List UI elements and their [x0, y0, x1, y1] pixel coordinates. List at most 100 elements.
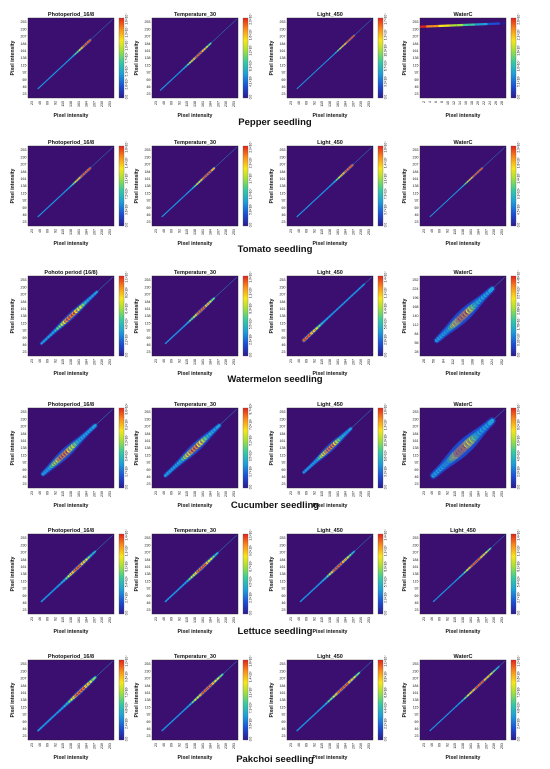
colorbar-tick-label: 2.9×10³ [383, 592, 387, 603]
x-tick-label: 92 [312, 743, 316, 747]
y-tick-label: 46 [282, 475, 286, 479]
panel-title: Light_450 [317, 12, 343, 18]
y-tick-label: 161 [21, 307, 27, 311]
colorbar-tick-label: 2.8×10³ [383, 334, 387, 345]
y-tick-label: 46 [415, 85, 419, 89]
y-tick-label: 84 [415, 332, 419, 336]
colorbar-tick-label: 6.0×10³ [516, 435, 520, 446]
x-tick-label: 138 [69, 743, 73, 749]
colorbar-tick-label: 8.0×10³ [124, 287, 128, 298]
y-axis-label: Pixel intensity [134, 298, 140, 333]
y-tick-label: 115 [21, 321, 27, 325]
y-tick-label: 138 [21, 184, 27, 188]
y-tick-label: 207 [21, 425, 27, 429]
x-tick-label: 207 [351, 101, 355, 107]
x-tick-label: 10 [446, 101, 450, 105]
x-tick-label: 23 [289, 229, 293, 233]
y-tick-label: 92 [282, 71, 286, 75]
colorbar-tick-label: 9.6×10³ [516, 671, 520, 682]
density-band [296, 19, 372, 90]
plot-frame [419, 533, 507, 615]
y-tick-label: 184 [145, 558, 151, 562]
colorbar-tick-label: 5.4×10³ [516, 576, 520, 587]
x-tick-label: 161 [77, 359, 81, 365]
heatmap-panel: Photoperiod_16/823 46 69 92 115 138 161 184 207 2… [10, 402, 128, 509]
x-tick-label: 161 [77, 229, 81, 235]
x-tick-label: 69 [305, 617, 309, 621]
colorbar-tick-label: 1.2×10⁴ [248, 44, 252, 56]
density-band [163, 409, 237, 478]
x-tick-label: 23 [422, 617, 426, 621]
y-tick-label: 92 [147, 713, 151, 717]
plot-frame [151, 275, 239, 357]
x-tick-label: 46 [430, 229, 434, 233]
colorbar-tick-label: 1.0×10⁴ [516, 60, 520, 72]
y-tick-label: 92 [415, 461, 419, 465]
y-tick-label: 69 [282, 336, 286, 340]
density-tail [89, 147, 113, 169]
colorbar-tick-label: 0.0 [124, 353, 128, 358]
x-tick-label: 184 [85, 491, 89, 497]
x-axis-label: Pixel intensity [313, 503, 348, 509]
panel-title: Light_450 [317, 402, 343, 408]
x-tick-label: 230 [492, 617, 496, 623]
y-tick-label: 92 [23, 587, 27, 591]
y-tick-label: 23 [147, 92, 151, 96]
colorbar-tick-label: 9.1×10³ [516, 188, 520, 199]
y-tick-label: 253 [145, 278, 151, 282]
y-tick-label: 46 [415, 601, 419, 605]
x-tick-label: 207 [484, 743, 488, 749]
colorbar-tick-label: 1.8×10⁴ [516, 156, 520, 168]
x-tick-label: 230 [359, 359, 363, 365]
y-tick-label: 92 [282, 713, 286, 717]
y-tick-label: 138 [21, 314, 27, 318]
row-label: Pakchoi seedling [236, 754, 314, 765]
colorbar-tick-label: 6.7×10³ [248, 561, 252, 572]
x-tick-label: 161 [201, 743, 205, 749]
y-tick-label: 115 [145, 579, 151, 583]
y-tick-label: 207 [21, 163, 27, 167]
x-tick-label: 161 [77, 491, 81, 497]
y-tick-label: 92 [282, 461, 286, 465]
y-tick-label: 230 [280, 155, 286, 159]
y-axis-label: Pixel intensity [134, 556, 140, 591]
y-tick-label: 115 [145, 321, 151, 325]
x-tick-label: 161 [201, 491, 205, 497]
x-tick-label: 28 [422, 359, 426, 363]
x-axis-label: Pixel intensity [313, 241, 348, 247]
y-tick-label: 253 [21, 278, 27, 282]
x-tick-label: 115 [185, 491, 189, 497]
y-tick-label: 161 [21, 691, 27, 695]
density-core [211, 167, 215, 171]
x-tick-label: 184 [85, 101, 89, 107]
panel-title: WaterC [453, 140, 472, 146]
colorbar-tick-label: 4.1×10³ [248, 76, 252, 87]
y-tick-label: 184 [413, 42, 419, 46]
x-tick-label: 69 [46, 101, 50, 105]
x-tick-label: 184 [344, 743, 348, 749]
y-axis-label: Pixel intensity [402, 40, 408, 75]
y-tick-label: 207 [145, 163, 151, 167]
y-tick-label: 253 [280, 536, 286, 540]
colorbar-tick-label: 1.8×10⁴ [124, 141, 128, 153]
colorbar-tick-label: 1.1×10⁴ [516, 544, 520, 556]
y-tick-label: 138 [280, 446, 286, 450]
density-tail [492, 277, 505, 289]
density-core [216, 424, 220, 429]
colorbar-tick-label: 5.2×10³ [248, 435, 252, 446]
colorbar-tick-label: 0.0 [248, 611, 252, 616]
y-tick-label: 253 [145, 410, 151, 414]
x-axis-label: Pixel intensity [446, 629, 481, 635]
x-tick-label: 184 [85, 743, 89, 749]
colorbar [377, 659, 384, 741]
x-tick-label: 168 [471, 359, 475, 365]
y-tick-label: 230 [280, 285, 286, 289]
y-tick-label: 138 [413, 572, 419, 576]
colorbar-tick-label: 1.3×10⁴ [383, 418, 387, 430]
x-tick-label: 115 [61, 743, 65, 749]
y-tick-label: 184 [145, 42, 151, 46]
x-tick-label: 92 [312, 101, 316, 105]
x-tick-label: 112 [451, 359, 455, 365]
density-band [40, 409, 113, 477]
